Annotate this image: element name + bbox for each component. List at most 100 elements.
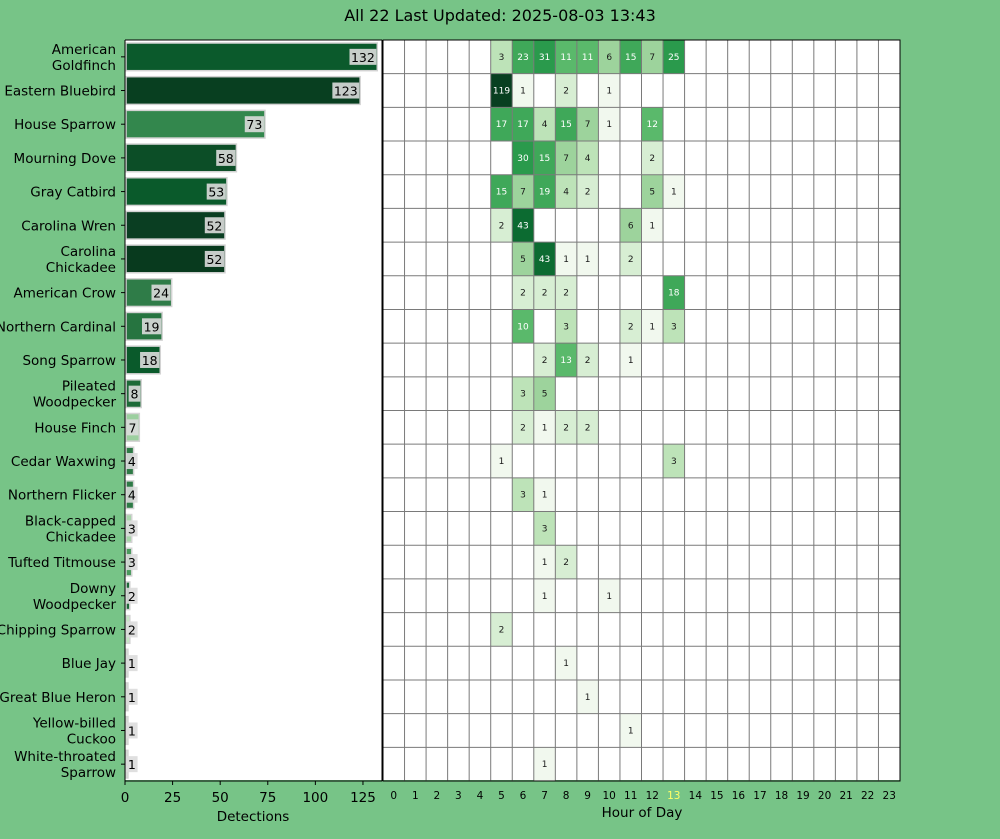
heatmap-cell — [663, 444, 685, 478]
hour-tick-label: 6 — [520, 790, 527, 802]
species-label-line: Carolina Wren — [21, 218, 116, 234]
species-label-line: Goldfinch — [52, 58, 116, 74]
bar-value-box — [204, 217, 224, 234]
heatmap-cell — [512, 107, 534, 142]
heatmap-cell-value: 2 — [585, 423, 591, 433]
hour-tick-label: 10 — [603, 790, 616, 802]
bar-value-box — [332, 82, 360, 99]
heatmap-cell — [490, 107, 513, 142]
heatmap-cell-value: 15 — [496, 188, 507, 198]
heatmap-cell-value: 1 — [542, 558, 548, 568]
bar-value-box — [126, 453, 138, 470]
bar — [125, 42, 379, 72]
bar-panel: 132 123 73 58 53 52 52 24 19 18 8 7 4 4 3 3 2 2 1 1 1 1 Ameri… — [0, 39, 383, 825]
heatmap-cell-value: 19 — [539, 188, 551, 198]
bar-value-label: 58 — [218, 151, 234, 166]
heatmap-cell-value: 1 — [563, 659, 569, 669]
heatmap-cell — [576, 40, 599, 74]
heatmap-cell — [490, 40, 513, 74]
heatmap-cell-value: 15 — [539, 154, 550, 164]
heatmap-cell-value: 2 — [499, 221, 505, 231]
heatmap-cell — [576, 343, 599, 377]
bar-value-label: 123 — [334, 84, 358, 99]
bar-value-box — [216, 149, 236, 166]
bar-value-box — [204, 250, 224, 267]
heatmap-x-axis-label: Hour of Day — [602, 805, 683, 821]
heatmap-border — [382, 39, 901, 782]
bar-value-box — [244, 116, 264, 133]
species-label-line: Yellow-billed — [32, 715, 116, 731]
heatmap-cell-value: 3 — [563, 322, 569, 332]
bar — [125, 109, 266, 139]
heatmap-cell — [619, 343, 642, 377]
heatmap-cell — [555, 107, 577, 142]
heatmap-grid — [382, 39, 901, 782]
bar-value-label: 1 — [128, 690, 136, 705]
hour-tick-label: 15 — [710, 790, 723, 802]
species-label-line: Sparrow — [61, 765, 116, 781]
heatmap-cell-value: 1 — [542, 491, 548, 501]
heatmap-cell-value: 2 — [628, 322, 634, 332]
species-label-line: Woodpecker — [33, 395, 117, 411]
species-label: Carolina Chickadee — [46, 244, 116, 276]
bar-value-label: 4 — [128, 488, 136, 503]
heatmap-cell-value: 3 — [542, 524, 548, 534]
heatmap-cell — [598, 578, 620, 613]
heatmap-cell-value: 2 — [563, 87, 569, 97]
hour-tick-label: 4 — [477, 790, 484, 802]
hour-tick-label: 14 — [689, 790, 703, 802]
species-label: Great Blue Heron — [0, 690, 116, 706]
hour-tick-label: 13 — [667, 790, 680, 802]
species-label-line: Cuckoo — [67, 731, 116, 747]
heatmap-cell — [555, 343, 577, 377]
species-label-line: Chickadee — [46, 260, 116, 276]
heatmap-cell-value: 23 — [517, 53, 528, 63]
heatmap-cell — [641, 141, 664, 175]
heatmap-cell — [555, 141, 577, 175]
species-label-line: Eastern Bluebird — [4, 84, 116, 100]
bar-value-box — [126, 722, 138, 739]
heatmap-cell — [641, 309, 664, 344]
bar-value-box — [126, 756, 138, 773]
heatmap-cell-value: 1 — [606, 87, 612, 97]
hour-tick-label: 0 — [390, 790, 397, 802]
heatmap-cell-value: 3 — [671, 457, 677, 467]
bar-value-label: 52 — [206, 218, 222, 233]
heatmap-cell-value: 2 — [585, 188, 591, 198]
bars-layer: 132 123 73 58 53 52 52 24 19 18 8 7 4 4 3 3 2 2 1 1 1 1 — [125, 42, 379, 779]
heatmap-cell — [641, 107, 664, 142]
bar-value-box — [126, 587, 138, 604]
heatmap-cell — [663, 275, 685, 310]
heatmap-cell-value: 2 — [585, 356, 591, 366]
heatmap-cell-value: 5 — [649, 188, 655, 198]
heatmap-cell — [619, 713, 642, 748]
heatmap-cell-value: 10 — [517, 322, 529, 332]
species-label: White-throated Sparrow — [14, 749, 116, 781]
heatmap-cell-value: 4 — [542, 120, 548, 130]
heatmap-cell-value: 7 — [649, 53, 655, 63]
bar-x-axis: 0 25 50 75 100 125 — [121, 781, 376, 806]
heatmap-cell-value: 6 — [606, 53, 612, 63]
heatmap-cell-value: 7 — [585, 120, 591, 130]
heatmap-cell — [512, 174, 534, 209]
heatmap-cell-value: 5 — [542, 390, 548, 400]
heatmap-cell — [619, 309, 642, 344]
heatmap-cell — [555, 174, 577, 209]
bar-value-box — [128, 385, 141, 402]
heatmap-cell-value: 25 — [668, 53, 679, 63]
heatmap-cell — [512, 242, 534, 276]
heatmap-cell-value: 43 — [517, 221, 528, 231]
bar-x-tick-label: 25 — [164, 790, 181, 806]
species-label: Northern Cardinal — [0, 319, 116, 335]
heatmap-cell — [663, 174, 685, 209]
bar-value-label: 52 — [206, 252, 222, 267]
bar-value-box — [126, 655, 138, 672]
heatmap-cell — [512, 73, 534, 108]
heatmap-cell — [533, 141, 556, 175]
bar-x-tick-label: 50 — [212, 790, 229, 806]
heatmap-cell-value: 15 — [560, 120, 571, 130]
heatmap-cell-value: 1 — [606, 120, 612, 130]
heatmap-cell — [555, 242, 577, 276]
heatmap-cell-value: 17 — [517, 120, 528, 130]
heatmap-cell-value: 2 — [520, 289, 526, 299]
